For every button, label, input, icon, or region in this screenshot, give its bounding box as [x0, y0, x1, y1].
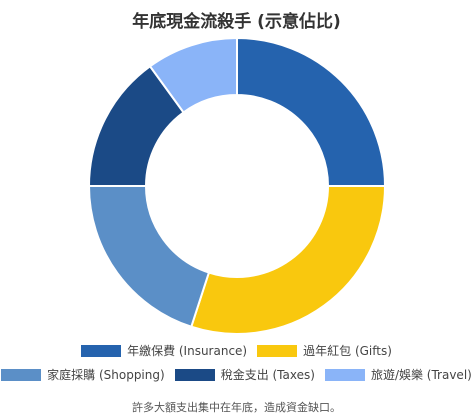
legend-item-1[interactable]: 年繳保費 (Insurance): [81, 342, 247, 359]
legend-swatch: [174, 368, 215, 381]
chart-title: 年底現金流殺手 (示意佔比): [132, 12, 341, 32]
doughnut-slice-2: [190, 185, 387, 335]
legend-label: 過年紅包 (Gifts): [303, 344, 392, 358]
legend-label: 年繳保費 (Insurance): [127, 344, 248, 358]
legend-label: 家庭採購 (Shopping): [47, 368, 165, 382]
doughnut-slice-3: [87, 185, 211, 329]
legend-swatch: [81, 344, 122, 357]
legend-item-2[interactable]: 過年紅包 (Gifts): [257, 342, 392, 359]
legend-item-3[interactable]: 家庭採購 (Shopping): [1, 366, 165, 383]
doughnut-chart: [87, 36, 387, 335]
legend-label: 稅金支出 (Taxes): [220, 368, 315, 382]
legend-swatch: [1, 368, 42, 381]
chart-caption: 許多大額支出集中在年底，造成資金缺口。: [132, 401, 341, 414]
legend-swatch: [257, 344, 298, 357]
legend-item-4[interactable]: 稅金支出 (Taxes): [174, 366, 315, 383]
legend-item-5[interactable]: 旅遊/娛樂 (Travel): [324, 366, 472, 383]
chart-legend: 年繳保費 (Insurance) 過年紅包 (Gifts) 家庭採購 (Shoppi…: [0, 342, 473, 383]
doughnut-slice-1: [236, 36, 387, 187]
legend-swatch: [324, 368, 365, 381]
doughnut-slice-5: [148, 36, 238, 114]
legend-label: 旅遊/娛樂 (Travel): [370, 368, 472, 382]
